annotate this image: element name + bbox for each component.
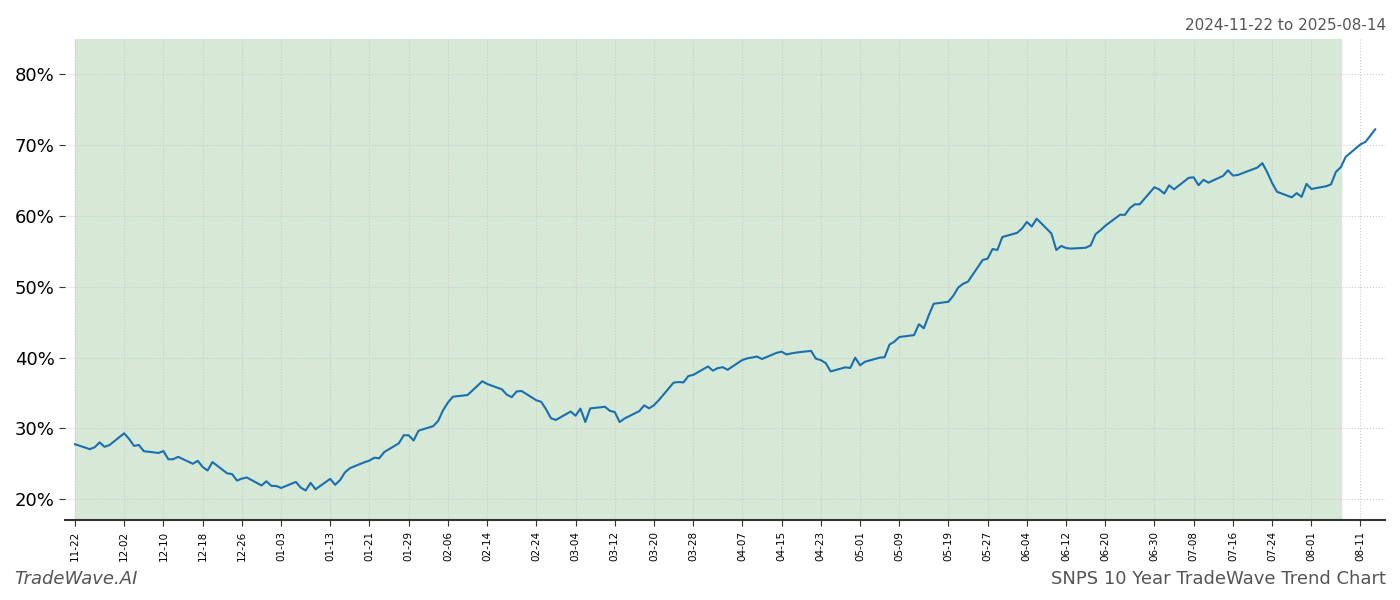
Text: TradeWave.AI: TradeWave.AI [14, 570, 137, 588]
Text: SNPS 10 Year TradeWave Trend Chart: SNPS 10 Year TradeWave Trend Chart [1051, 570, 1386, 588]
Text: 2024-11-22 to 2025-08-14: 2024-11-22 to 2025-08-14 [1184, 18, 1386, 33]
Bar [76, 39, 1341, 520]
